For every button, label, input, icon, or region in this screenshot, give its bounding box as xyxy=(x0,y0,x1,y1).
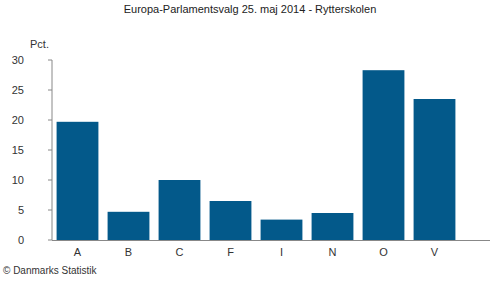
bar xyxy=(108,212,150,240)
bars xyxy=(57,70,456,240)
x-tick-label: N xyxy=(329,246,337,258)
bar xyxy=(312,213,354,240)
x-tick-label: B xyxy=(125,246,132,258)
bar xyxy=(363,70,405,240)
bar xyxy=(414,99,456,240)
y-tick-label: 30 xyxy=(12,54,24,66)
y-axis-line xyxy=(52,60,53,240)
bar xyxy=(57,122,99,240)
y-tick xyxy=(48,120,52,121)
x-axis-line xyxy=(52,240,490,241)
x-tick-label: A xyxy=(74,246,82,258)
bar xyxy=(210,201,252,240)
y-tick xyxy=(48,60,52,61)
bar xyxy=(261,220,303,240)
x-tick-label: F xyxy=(227,246,234,258)
y-tick xyxy=(48,180,52,181)
y-tick-label: 25 xyxy=(12,84,24,96)
chart-container: Europa-Parlamentsvalg 25. maj 2014 - Ryt… xyxy=(0,0,500,282)
y-tick-label: 20 xyxy=(12,114,24,126)
y-tick-label: 10 xyxy=(12,174,24,186)
x-tick-label: I xyxy=(280,246,283,258)
bar xyxy=(159,180,201,240)
y-tick-label: 0 xyxy=(18,234,24,246)
chart-svg: Europa-Parlamentsvalg 25. maj 2014 - Ryt… xyxy=(0,0,500,282)
y-tick xyxy=(48,90,52,91)
x-tick-label: O xyxy=(379,246,388,258)
y-tick-label: 15 xyxy=(12,144,24,156)
y-tick xyxy=(48,210,52,211)
x-tick-label: C xyxy=(176,246,184,258)
y-tick xyxy=(48,150,52,151)
x-tick-label: V xyxy=(431,246,439,258)
y-tick xyxy=(48,240,52,241)
y-tick-label: 5 xyxy=(18,204,24,216)
y-axis-label: Pct. xyxy=(30,38,49,50)
title: Europa-Parlamentsvalg 25. maj 2014 - Ryt… xyxy=(124,3,377,15)
source-note: © Danmarks Statistik xyxy=(3,265,98,276)
